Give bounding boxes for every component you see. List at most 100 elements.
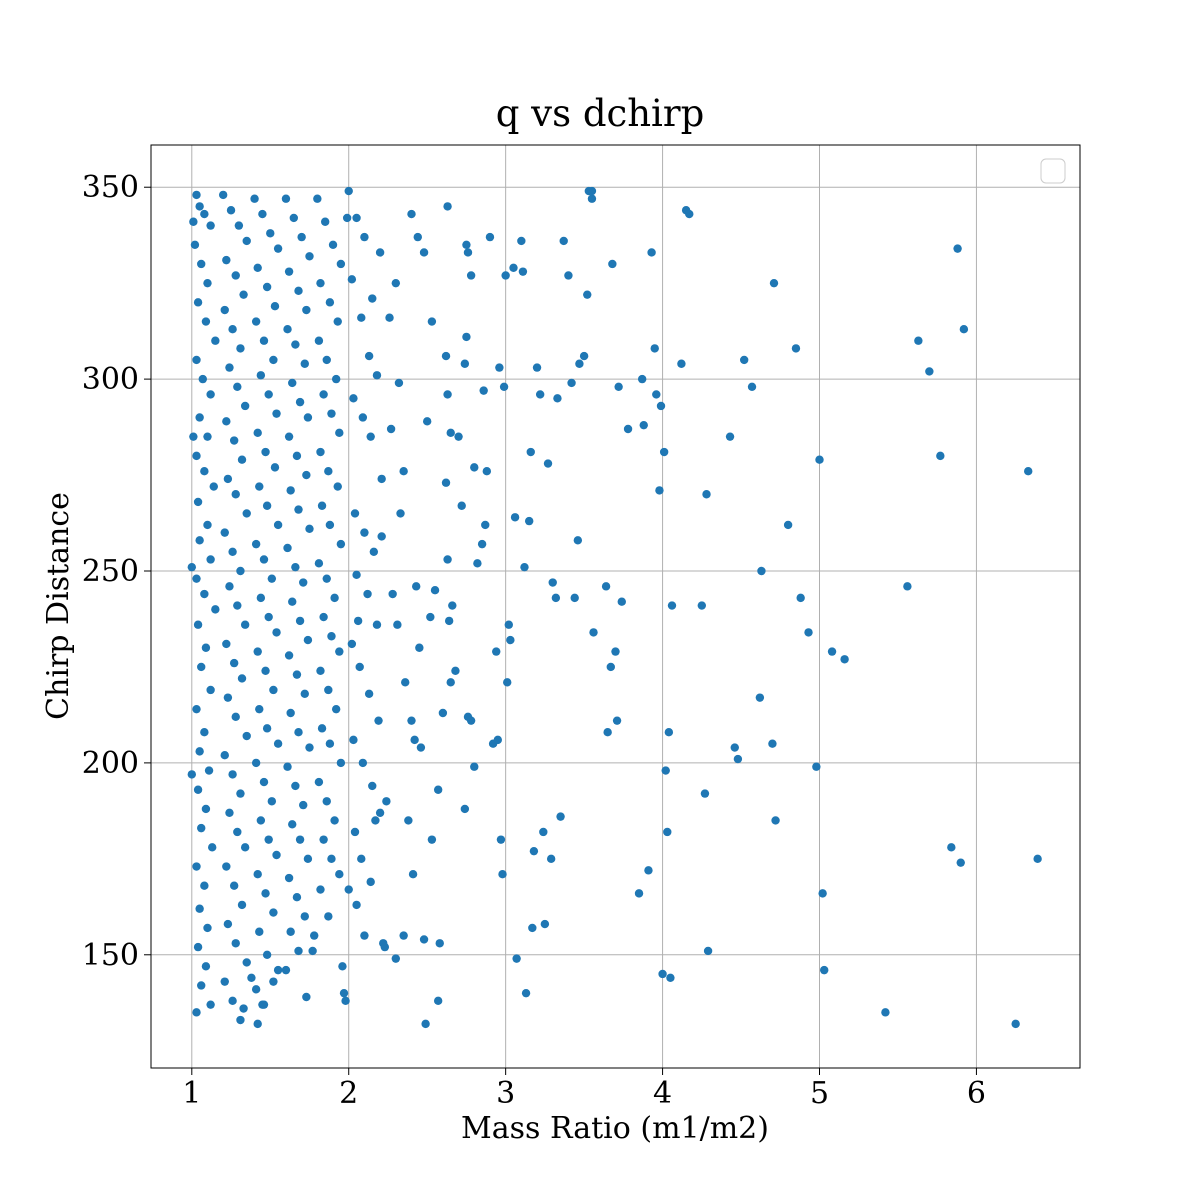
scatter-point bbox=[347, 275, 357, 284]
scatter-point bbox=[413, 232, 422, 242]
scatter-point bbox=[388, 589, 397, 599]
scatter-point bbox=[187, 562, 197, 572]
scatter-point bbox=[697, 601, 707, 610]
scatter-point bbox=[247, 973, 256, 983]
scatter-point bbox=[421, 1019, 430, 1029]
scatter-point bbox=[300, 912, 309, 921]
scatter-point bbox=[281, 194, 291, 203]
scatter-point bbox=[222, 862, 231, 871]
scatter-point bbox=[258, 209, 267, 219]
scatter-point bbox=[192, 355, 201, 365]
scatter-point bbox=[259, 777, 269, 787]
scatter-point bbox=[733, 754, 743, 764]
scatter-point bbox=[427, 835, 437, 844]
scatter-point bbox=[193, 942, 203, 952]
scatter-point bbox=[206, 221, 215, 230]
scatter-point bbox=[237, 455, 247, 464]
scatter-point bbox=[587, 194, 597, 203]
scatter-point bbox=[200, 727, 209, 737]
scatter-point bbox=[339, 988, 349, 998]
scatter-point bbox=[520, 562, 529, 572]
scatter-point bbox=[341, 996, 350, 1006]
scatter-point bbox=[430, 585, 440, 595]
scatter-point bbox=[457, 501, 466, 510]
scatter-point bbox=[327, 632, 336, 641]
scatter-point bbox=[443, 390, 452, 399]
scatter-point bbox=[443, 202, 452, 211]
scatter-point bbox=[404, 816, 413, 825]
scatter-point bbox=[382, 797, 391, 806]
scatter-point bbox=[503, 678, 512, 687]
legend-box bbox=[1040, 158, 1066, 184]
scatter-point bbox=[575, 359, 584, 368]
scatter-point bbox=[399, 931, 408, 940]
scatter-point bbox=[324, 467, 333, 476]
scatter-point bbox=[755, 693, 765, 702]
scatter-point bbox=[273, 739, 283, 748]
scatter-point bbox=[195, 536, 204, 545]
scatter-point bbox=[297, 232, 306, 242]
scatter-point bbox=[812, 762, 821, 771]
scatter-point bbox=[203, 432, 212, 441]
scatter-point bbox=[206, 1000, 215, 1009]
scatter-point bbox=[393, 620, 402, 629]
scatter-point bbox=[352, 213, 361, 223]
scatter-point bbox=[443, 555, 452, 564]
scatter-point bbox=[193, 785, 203, 794]
scatter-point bbox=[195, 904, 204, 913]
scatter-point bbox=[327, 854, 336, 864]
scatter-point bbox=[368, 781, 377, 791]
scatter-point bbox=[352, 900, 361, 910]
scatter-point bbox=[269, 977, 278, 986]
scatter-point bbox=[509, 263, 518, 273]
scatter-point bbox=[364, 689, 374, 699]
scatter-point bbox=[426, 612, 435, 622]
scatter-point bbox=[291, 340, 300, 349]
scatter-point bbox=[702, 490, 711, 499]
scatter-point bbox=[342, 213, 352, 223]
scatter-point bbox=[240, 843, 250, 852]
scatter-point bbox=[303, 413, 313, 422]
scatter-point bbox=[291, 781, 300, 791]
scatter-point bbox=[368, 294, 377, 303]
scatter-point bbox=[517, 236, 526, 246]
scatter-point bbox=[197, 662, 206, 672]
scatter-point bbox=[325, 739, 335, 748]
scatter-point bbox=[261, 447, 270, 457]
scatter-point bbox=[637, 374, 647, 384]
scatter-point bbox=[441, 351, 451, 361]
scatter-point bbox=[240, 620, 250, 629]
scatter-point bbox=[264, 390, 273, 399]
scatter-point bbox=[225, 808, 234, 817]
scatter-point bbox=[314, 559, 324, 568]
scatter-point bbox=[656, 401, 666, 411]
scatter-point bbox=[529, 846, 539, 856]
scatter-point bbox=[284, 651, 294, 660]
scatter-point bbox=[666, 973, 675, 983]
scatter-point bbox=[236, 1015, 245, 1025]
x-axis-label: Mass Ratio (m1/m2) bbox=[461, 1111, 769, 1146]
scatter-point bbox=[233, 827, 242, 837]
scatter-point bbox=[203, 923, 212, 933]
scatter-point bbox=[292, 893, 302, 902]
scatter-point bbox=[192, 451, 201, 461]
scatter-point bbox=[236, 566, 245, 576]
scatter-point bbox=[192, 190, 201, 200]
scatter-point bbox=[324, 685, 333, 695]
scatter-point bbox=[239, 1004, 248, 1013]
scatter-point bbox=[747, 382, 757, 391]
scatter-point bbox=[375, 808, 385, 817]
scatter-point bbox=[288, 597, 297, 606]
scatter-point bbox=[266, 229, 275, 238]
scatter-point bbox=[236, 344, 245, 353]
scatter-point bbox=[324, 912, 333, 921]
scatter-point bbox=[251, 317, 261, 326]
scatter-point bbox=[220, 305, 229, 315]
scatter-point bbox=[261, 889, 270, 898]
scatter-point bbox=[441, 478, 451, 487]
scatter-point bbox=[903, 582, 912, 591]
scatter-point bbox=[242, 236, 251, 246]
y-tick-label: 150 bbox=[82, 938, 139, 973]
scatter-point bbox=[677, 359, 686, 368]
scatter-point bbox=[360, 232, 369, 242]
